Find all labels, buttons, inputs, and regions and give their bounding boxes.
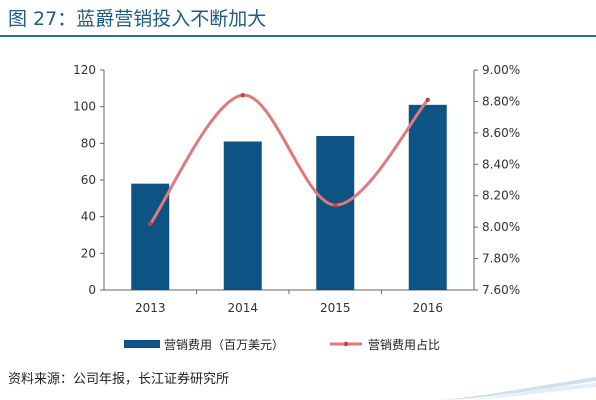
left-tick-label: 0 <box>88 283 96 297</box>
right-tick-label: 8.00% <box>482 220 520 234</box>
bar-line-chart: 0 20 40 60 80 100 120 7.60% 7.80% 8.00% 8.20% 8.40%… <box>73 63 520 352</box>
bar-2014 <box>223 141 262 290</box>
left-tick-label: 20 <box>81 246 96 260</box>
left-tick-label: 60 <box>81 173 96 187</box>
source-note: 资料来源：公司年报，长江证券研究所 <box>8 372 230 387</box>
right-tick-label: 8.60% <box>482 126 520 140</box>
share-point-2014 <box>240 92 245 98</box>
bar-2015 <box>316 136 355 290</box>
x-tick-label: 2015 <box>320 301 351 315</box>
left-tick-label: 40 <box>81 210 96 224</box>
title-divider <box>0 35 596 37</box>
right-tick-label: 8.80% <box>482 94 520 108</box>
right-tick-label: 7.60% <box>482 283 520 297</box>
x-tick-label: 2013 <box>135 301 166 315</box>
right-tick-label: 7.80% <box>482 252 520 266</box>
figure-title: 图 27：蓝爵营销投入不断加大 <box>8 8 267 30</box>
share-point-2016 <box>425 97 430 103</box>
right-tick-label: 8.40% <box>482 157 520 171</box>
legend-marker-line <box>343 341 349 347</box>
right-tick-label: 9.00% <box>482 63 520 77</box>
share-point-2013 <box>148 221 153 227</box>
legend-label-bar: 营销费用（百万美元） <box>164 338 284 352</box>
share-line <box>148 93 430 226</box>
right-tick-label: 8.20% <box>482 189 520 203</box>
left-tick-label: 120 <box>73 63 96 77</box>
x-tick-label: 2014 <box>227 301 258 315</box>
x-tick-label: 2016 <box>412 301 443 315</box>
left-tick-label: 80 <box>81 136 96 150</box>
decorative-ribbon <box>440 377 596 400</box>
share-point-2015 <box>333 202 338 208</box>
legend-label-line: 营销费用占比 <box>368 337 440 352</box>
bar-2016 <box>408 104 447 290</box>
left-tick-label: 100 <box>73 100 96 114</box>
legend-swatch-bar <box>124 340 160 348</box>
